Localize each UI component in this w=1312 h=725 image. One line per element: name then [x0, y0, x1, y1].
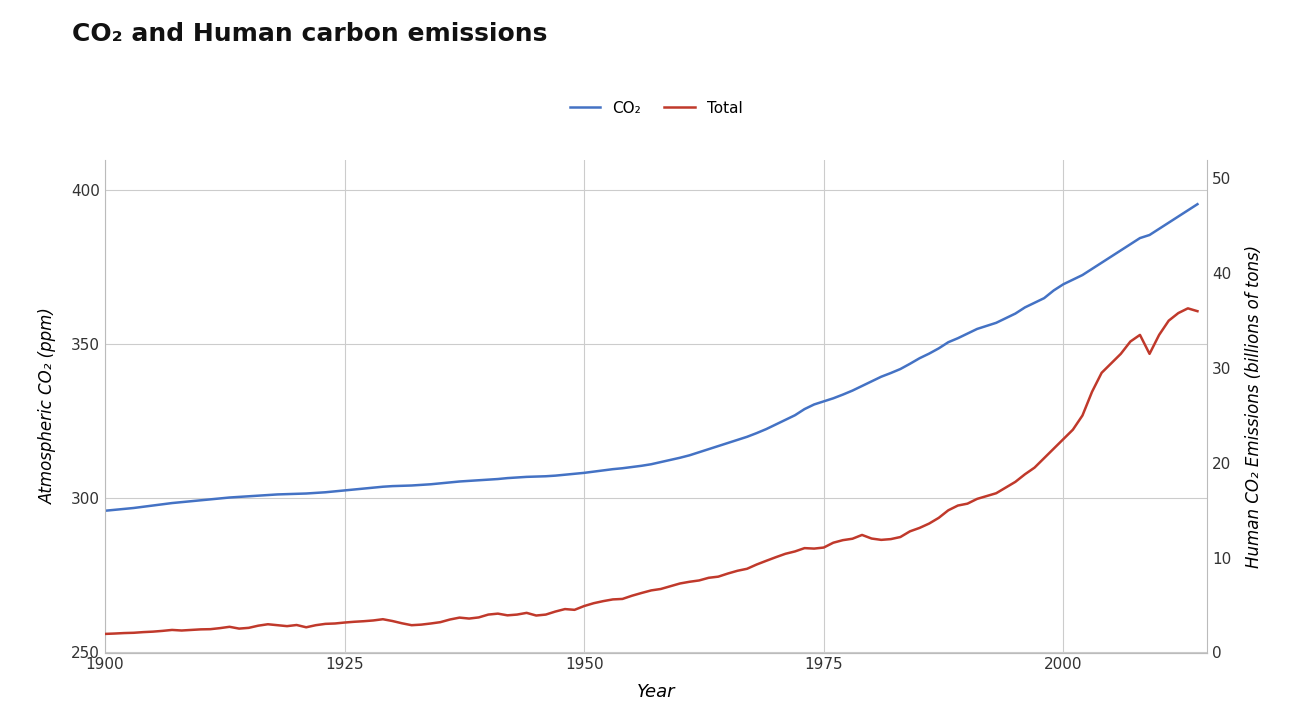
CO₂: [451, 477, 467, 486]
Total: [346, 618, 362, 626]
CO₂: [1055, 280, 1071, 289]
CO₂: [97, 506, 113, 515]
Total: [758, 557, 774, 566]
Y-axis label: Atmospheric CO₂ (ppm): Atmospheric CO₂ (ppm): [39, 307, 58, 505]
Text: CO₂ and Human carbon emissions: CO₂ and Human carbon emissions: [72, 22, 547, 46]
Total: [97, 629, 113, 638]
Line: Total: Total: [105, 308, 1198, 634]
CO₂: [241, 492, 257, 501]
Y-axis label: Human CO₂ Emissions (billions of tons): Human CO₂ Emissions (billions of tons): [1245, 244, 1263, 568]
CO₂: [346, 485, 362, 494]
CO₂: [509, 473, 525, 482]
Total: [241, 624, 257, 632]
X-axis label: Year: Year: [636, 684, 676, 702]
Total: [509, 610, 525, 619]
Total: [451, 613, 467, 622]
Total: [1179, 304, 1195, 312]
Legend: CO₂, Total: CO₂, Total: [563, 95, 749, 122]
Total: [1055, 435, 1071, 444]
Line: CO₂: CO₂: [105, 204, 1198, 510]
CO₂: [1190, 200, 1206, 209]
Total: [1190, 307, 1206, 315]
CO₂: [758, 425, 774, 434]
